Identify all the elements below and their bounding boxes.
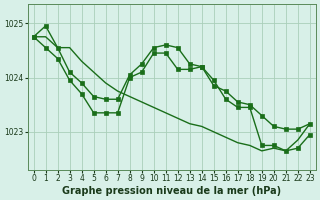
- X-axis label: Graphe pression niveau de la mer (hPa): Graphe pression niveau de la mer (hPa): [62, 186, 281, 196]
